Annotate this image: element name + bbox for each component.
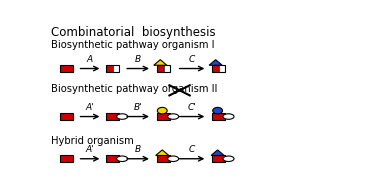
Bar — [212, 65, 219, 72]
Bar — [60, 156, 73, 162]
Text: Hybrid organism: Hybrid organism — [52, 136, 134, 146]
Bar — [212, 113, 226, 120]
Bar — [219, 65, 226, 72]
Bar — [106, 156, 119, 162]
Circle shape — [168, 114, 179, 119]
Text: A': A' — [86, 103, 94, 112]
Polygon shape — [156, 150, 169, 156]
Bar — [212, 65, 226, 72]
Polygon shape — [154, 60, 167, 65]
Circle shape — [117, 156, 128, 162]
Text: Combinatorial  biosynthesis: Combinatorial biosynthesis — [52, 26, 216, 39]
Polygon shape — [209, 60, 222, 65]
Text: A: A — [87, 55, 93, 64]
Circle shape — [223, 156, 234, 162]
Polygon shape — [211, 150, 224, 156]
Circle shape — [117, 114, 128, 119]
Bar — [157, 65, 170, 72]
Text: B: B — [135, 55, 141, 64]
Bar — [212, 156, 226, 162]
Text: Biosynthetic pathway organism I: Biosynthetic pathway organism I — [52, 40, 215, 50]
Circle shape — [168, 156, 179, 162]
Bar — [60, 113, 73, 120]
Ellipse shape — [157, 107, 167, 114]
Text: B: B — [135, 145, 141, 154]
Text: C': C' — [188, 103, 196, 112]
Ellipse shape — [213, 107, 223, 114]
Bar — [106, 113, 119, 120]
Bar — [112, 65, 119, 72]
Bar — [157, 156, 170, 162]
Text: Biosynthetic pathway organism II: Biosynthetic pathway organism II — [52, 84, 218, 94]
Bar — [106, 65, 112, 72]
Bar — [60, 65, 73, 72]
Bar — [157, 113, 170, 120]
Text: C: C — [189, 145, 195, 154]
Text: C: C — [189, 55, 195, 64]
Text: A': A' — [86, 145, 94, 154]
Circle shape — [223, 114, 234, 119]
Bar — [106, 65, 119, 72]
Bar — [164, 65, 170, 72]
Text: B': B' — [134, 103, 143, 112]
Bar — [157, 65, 164, 72]
